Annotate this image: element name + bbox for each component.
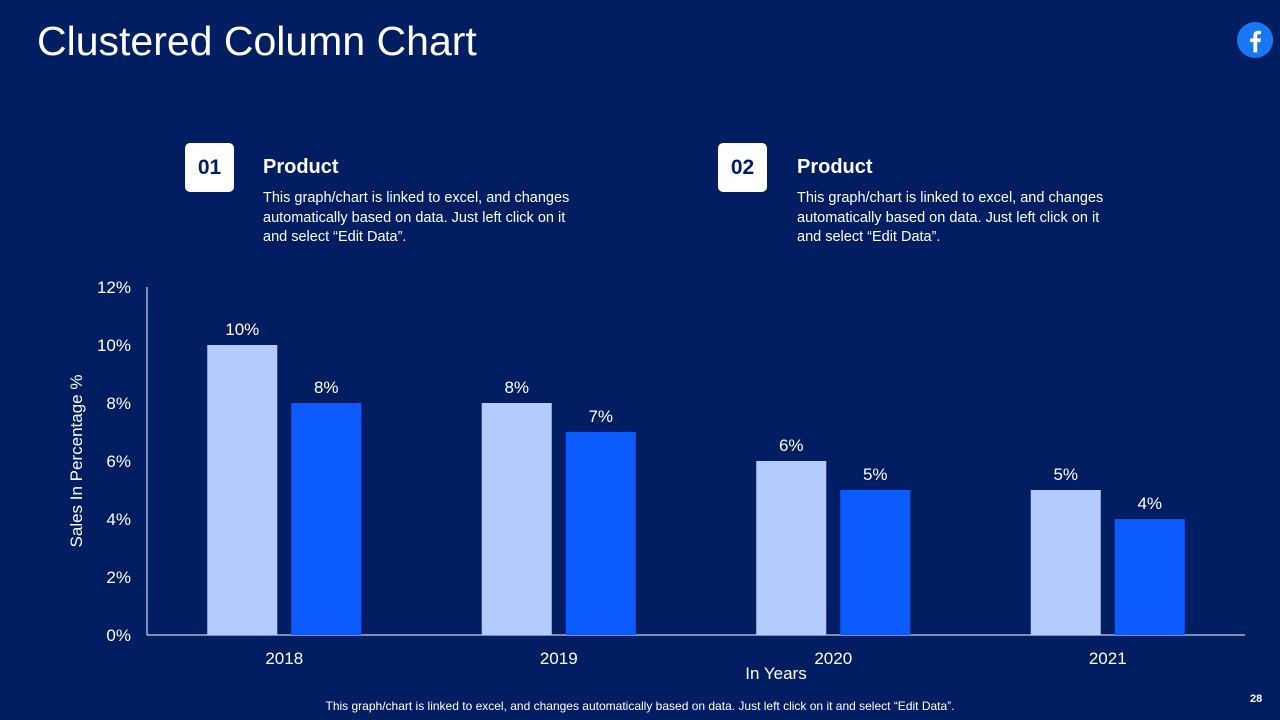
- y-tick-label: 6%: [106, 452, 131, 471]
- page-title: Clustered Column Chart: [37, 18, 477, 64]
- y-tick-label: 4%: [106, 510, 131, 529]
- x-tick-label: 2020: [814, 649, 852, 668]
- card-1-description: This graph/chart is linked to excel, and…: [263, 190, 570, 245]
- data-label: 5%: [1053, 465, 1078, 484]
- x-tick-label: 2019: [540, 649, 578, 668]
- bar-2019-series2: [565, 432, 636, 635]
- data-label: 8%: [504, 378, 529, 397]
- bar-2021-series1: [1030, 490, 1101, 635]
- bar-2018-series2: [291, 403, 362, 635]
- clustered-column-chart[interactable]: 0% 2% 4% 6% 8% 10% 12% 10% 8% 2018 8% 7% 2019 6% 5% 202…: [0, 0, 1280, 700]
- data-label: 10%: [225, 320, 259, 339]
- data-label: 4%: [1137, 494, 1162, 513]
- x-tick-label: 2018: [265, 649, 303, 668]
- card-2-title: Product: [797, 156, 873, 178]
- y-tick-label: 2%: [106, 568, 131, 587]
- y-tick-label: 8%: [106, 394, 131, 413]
- y-tick-label: 0%: [106, 626, 131, 645]
- data-label: 6%: [779, 436, 804, 455]
- footer-note: This graph/chart is linked to excel, and…: [325, 699, 955, 713]
- bar-2019-series1: [481, 403, 552, 635]
- page-number: 28: [1250, 693, 1263, 705]
- card-2-number: 02: [718, 143, 767, 192]
- card-1-title: Product: [263, 156, 339, 178]
- x-tick-label: 2021: [1089, 649, 1127, 668]
- facebook-f-glyph: [1250, 30, 1261, 53]
- data-label: 5%: [863, 465, 888, 484]
- y-tick-label: 12%: [97, 278, 131, 297]
- bar-2020-series2: [840, 490, 911, 635]
- x-axis-title: In Years: [745, 664, 806, 683]
- card-2-description: This graph/chart is linked to excel, and…: [797, 190, 1104, 245]
- facebook-icon[interactable]: [1236, 21, 1274, 59]
- data-label: 7%: [588, 407, 613, 426]
- bar-2021-series2: [1114, 519, 1185, 635]
- bar-2018-series1: [207, 345, 278, 635]
- card-1-number: 01: [185, 143, 234, 192]
- bar-2020-series1: [756, 461, 827, 635]
- y-tick-label: 10%: [97, 336, 131, 355]
- y-axis-title: Sales In Percentage %: [67, 375, 86, 548]
- data-label: 8%: [314, 378, 339, 397]
